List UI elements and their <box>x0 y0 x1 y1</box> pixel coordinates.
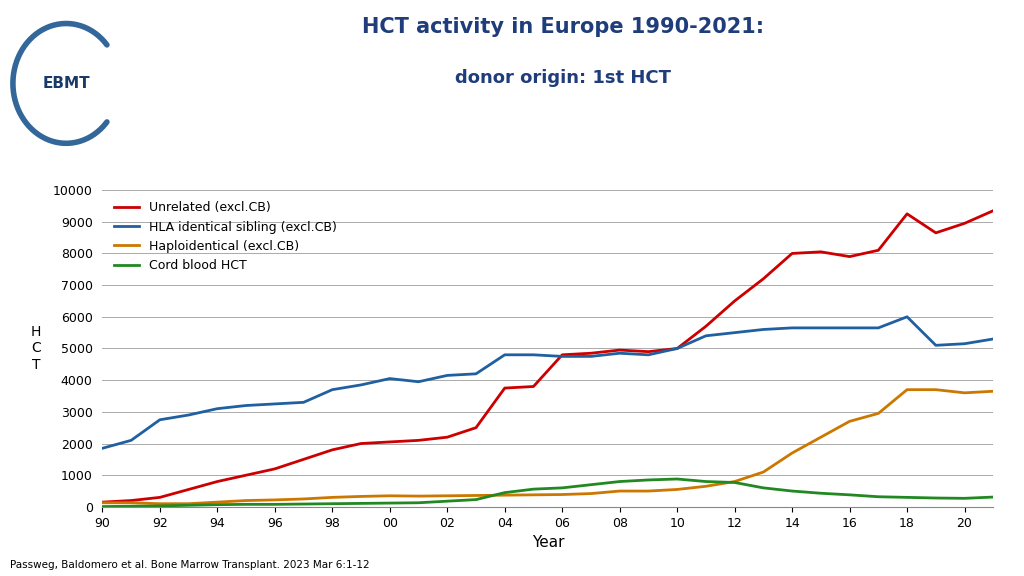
Text: Passweg, Baldomero et al. Bone Marrow Transplant. 2023 Mar 6:1-12: Passweg, Baldomero et al. Bone Marrow Tr… <box>10 560 370 570</box>
Legend: Unrelated (excl.CB), HLA identical sibling (excl.CB), Haploidentical (excl.CB), : Unrelated (excl.CB), HLA identical sibli… <box>109 196 342 277</box>
X-axis label: Year: Year <box>531 535 564 550</box>
Y-axis label: H
C
T: H C T <box>31 325 41 372</box>
Text: HCT activity in Europe 1990-2021:: HCT activity in Europe 1990-2021: <box>362 17 764 37</box>
Text: donor origin: 1st HCT: donor origin: 1st HCT <box>456 69 671 87</box>
Text: EBMT: EBMT <box>42 76 90 91</box>
